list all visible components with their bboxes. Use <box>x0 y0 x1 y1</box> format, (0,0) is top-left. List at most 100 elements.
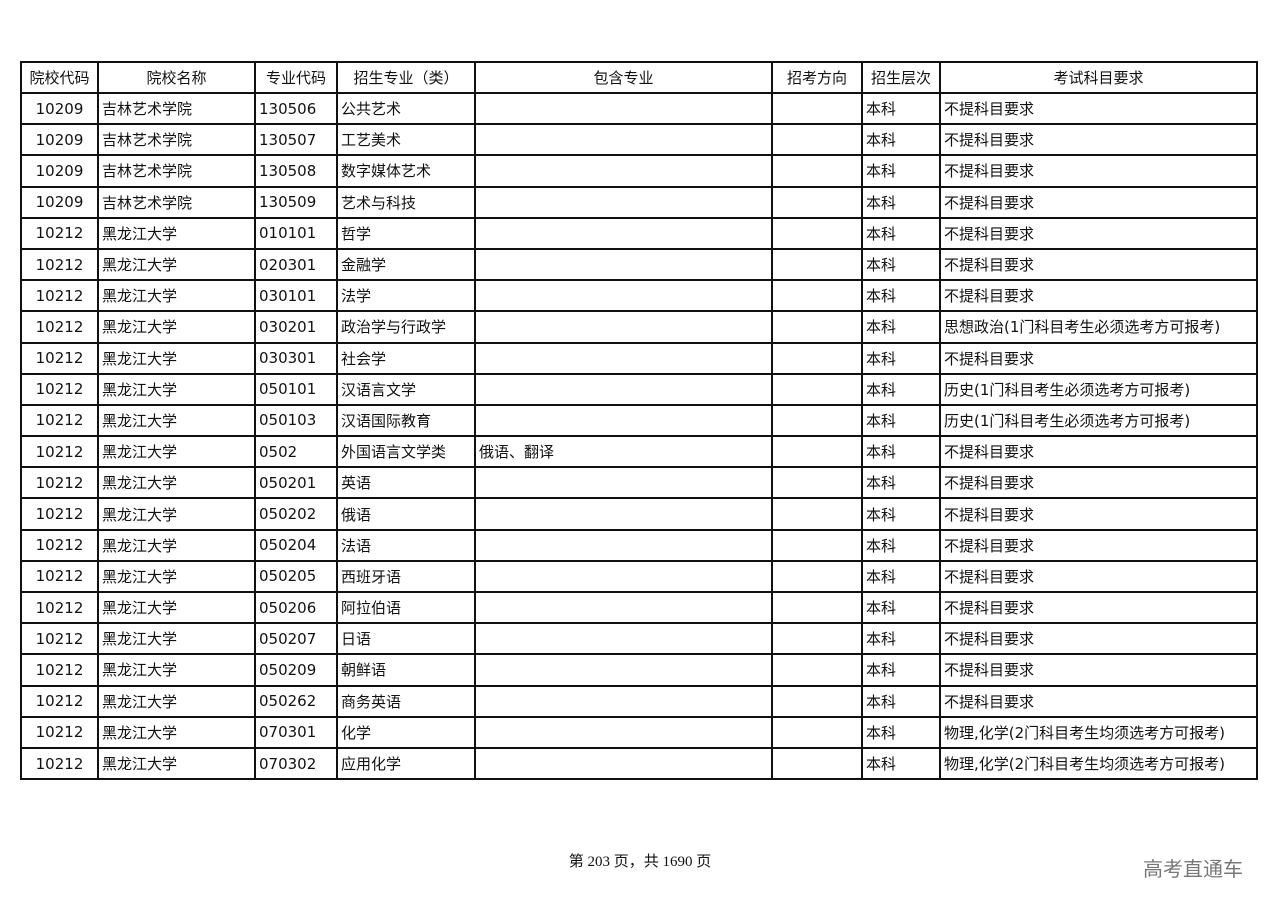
table-cell: 10212 <box>20 247 99 282</box>
table-cell: 050101 <box>254 372 338 406</box>
table-cell: 10212 <box>20 528 99 562</box>
column-header: 包含专业 <box>474 61 773 94</box>
table-row: 10212 黑龙江大学 050207 日语 本科 不提科目要求 <box>20 622 1258 656</box>
table-cell: 130506 <box>254 91 338 126</box>
table-cell: 黑龙江大学 <box>97 310 256 344</box>
table-cell: 10212 <box>20 372 99 406</box>
table-cell <box>771 466 863 500</box>
table-cell: 130508 <box>254 154 338 188</box>
table-cell: 不提科目要求 <box>939 123 1258 157</box>
table-cell: 本科 <box>861 746 941 781</box>
table-cell: 外国语言文学类 <box>336 435 476 469</box>
table-cell <box>474 653 773 687</box>
table-cell: 不提科目要求 <box>939 216 1258 250</box>
column-header: 招生层次 <box>861 61 941 94</box>
table-cell: 10209 <box>20 154 99 188</box>
table-cell <box>474 154 773 188</box>
table-row: 10209 吉林艺术学院 130507 工艺美术 本科 不提科目要求 <box>20 123 1258 157</box>
table-cell: 不提科目要求 <box>939 185 1258 219</box>
table-cell: 本科 <box>861 559 941 594</box>
table-cell: 黑龙江大学 <box>97 435 256 469</box>
table-cell: 朝鲜语 <box>336 653 476 687</box>
column-header: 招考方向 <box>771 61 863 94</box>
table-cell: 不提科目要求 <box>939 435 1258 469</box>
table-cell: 黑龙江大学 <box>97 403 256 438</box>
table-cell: 不提科目要求 <box>939 279 1258 313</box>
page-number: 第 203 页，共 1690 页 <box>568 854 712 870</box>
table-cell: 050204 <box>254 528 338 562</box>
table-cell: 本科 <box>861 590 941 625</box>
table-row: 10212 黑龙江大学 070302 应用化学 本科 物理,化学(2门科目考生均须选考方可… <box>20 746 1258 781</box>
table-cell: 黑龙江大学 <box>97 216 256 250</box>
table-cell: 10209 <box>20 185 99 219</box>
table-cell <box>474 279 773 313</box>
table-row: 10212 黑龙江大学 020301 金融学 本科 不提科目要求 <box>20 247 1258 282</box>
table-cell: 黑龙江大学 <box>97 341 256 375</box>
table-cell: 不提科目要求 <box>939 622 1258 656</box>
table-cell: 本科 <box>861 497 941 531</box>
table-cell: 本科 <box>861 247 941 282</box>
table-row: 10209 吉林艺术学院 130506 公共艺术 本科 不提科目要求 <box>20 91 1258 126</box>
table-cell: 艺术与科技 <box>336 185 476 219</box>
table-cell: 050103 <box>254 403 338 438</box>
table-cell <box>771 559 863 594</box>
table-cell <box>771 279 863 313</box>
column-header: 院校名称 <box>97 61 256 94</box>
table-cell: 阿拉伯语 <box>336 590 476 625</box>
table-cell: 070302 <box>254 746 338 781</box>
table-cell <box>771 341 863 375</box>
table-cell: 本科 <box>861 341 941 375</box>
table-cell <box>474 528 773 562</box>
table-cell: 应用化学 <box>336 746 476 781</box>
table-cell: 物理,化学(2门科目考生均须选考方可报考) <box>939 746 1258 781</box>
table-cell: 黑龙江大学 <box>97 466 256 500</box>
table-cell: 050205 <box>254 559 338 594</box>
table-cell: 020301 <box>254 247 338 282</box>
table-cell: 10212 <box>20 622 99 656</box>
table-cell: 不提科目要求 <box>939 590 1258 625</box>
table-cell: 吉林艺术学院 <box>97 91 256 126</box>
table-cell <box>771 715 863 749</box>
table-cell: 10209 <box>20 91 99 126</box>
table-cell: 黑龙江大学 <box>97 715 256 749</box>
table-cell: 本科 <box>861 715 941 749</box>
table-cell: 不提科目要求 <box>939 91 1258 126</box>
header-row: 院校代码 院校名称 专业代码 招生专业（类） 包含专业 招考方向 招生层次 考试科目要求 <box>20 61 1258 94</box>
table-cell: 050206 <box>254 590 338 625</box>
table-cell <box>771 497 863 531</box>
table-cell: 黑龙江大学 <box>97 372 256 406</box>
table-cell: 黑龙江大学 <box>97 653 256 687</box>
table-cell: 数字媒体艺术 <box>336 154 476 188</box>
table-row: 10212 黑龙江大学 050206 阿拉伯语 本科 不提科目要求 <box>20 590 1258 625</box>
table-cell: 不提科目要求 <box>939 653 1258 687</box>
table-cell: 不提科目要求 <box>939 247 1258 282</box>
table-cell: 英语 <box>336 466 476 500</box>
table-cell: 汉语言文学 <box>336 372 476 406</box>
table-cell <box>771 746 863 781</box>
table-cell <box>474 715 773 749</box>
table-cell <box>771 247 863 282</box>
table-cell: 黑龙江大学 <box>97 622 256 656</box>
table-cell <box>771 310 863 344</box>
table-cell: 本科 <box>861 403 941 438</box>
table-cell <box>771 435 863 469</box>
table-row: 10212 黑龙江大学 050262 商务英语 本科 不提科目要求 <box>20 684 1258 718</box>
table-cell: 不提科目要求 <box>939 341 1258 375</box>
table-row: 10209 吉林艺术学院 130508 数字媒体艺术 本科 不提科目要求 <box>20 154 1258 188</box>
table-cell: 社会学 <box>336 341 476 375</box>
table-cell: 10212 <box>20 216 99 250</box>
table-cell: 本科 <box>861 185 941 219</box>
table-row: 10212 黑龙江大学 030301 社会学 本科 不提科目要求 <box>20 341 1258 375</box>
table-cell <box>474 403 773 438</box>
table-cell: 本科 <box>861 466 941 500</box>
table-cell: 不提科目要求 <box>939 466 1258 500</box>
table-row: 10212 黑龙江大学 050103 汉语国际教育 本科 历史(1门科目考生必须选考方可报… <box>20 403 1258 438</box>
table-cell: 10212 <box>20 590 99 625</box>
table-cell: 法语 <box>336 528 476 562</box>
table-cell: 本科 <box>861 684 941 718</box>
table-cell: 本科 <box>861 154 941 188</box>
table-cell <box>474 559 773 594</box>
column-header: 专业代码 <box>254 61 338 94</box>
table-cell <box>771 154 863 188</box>
table-cell: 本科 <box>861 622 941 656</box>
